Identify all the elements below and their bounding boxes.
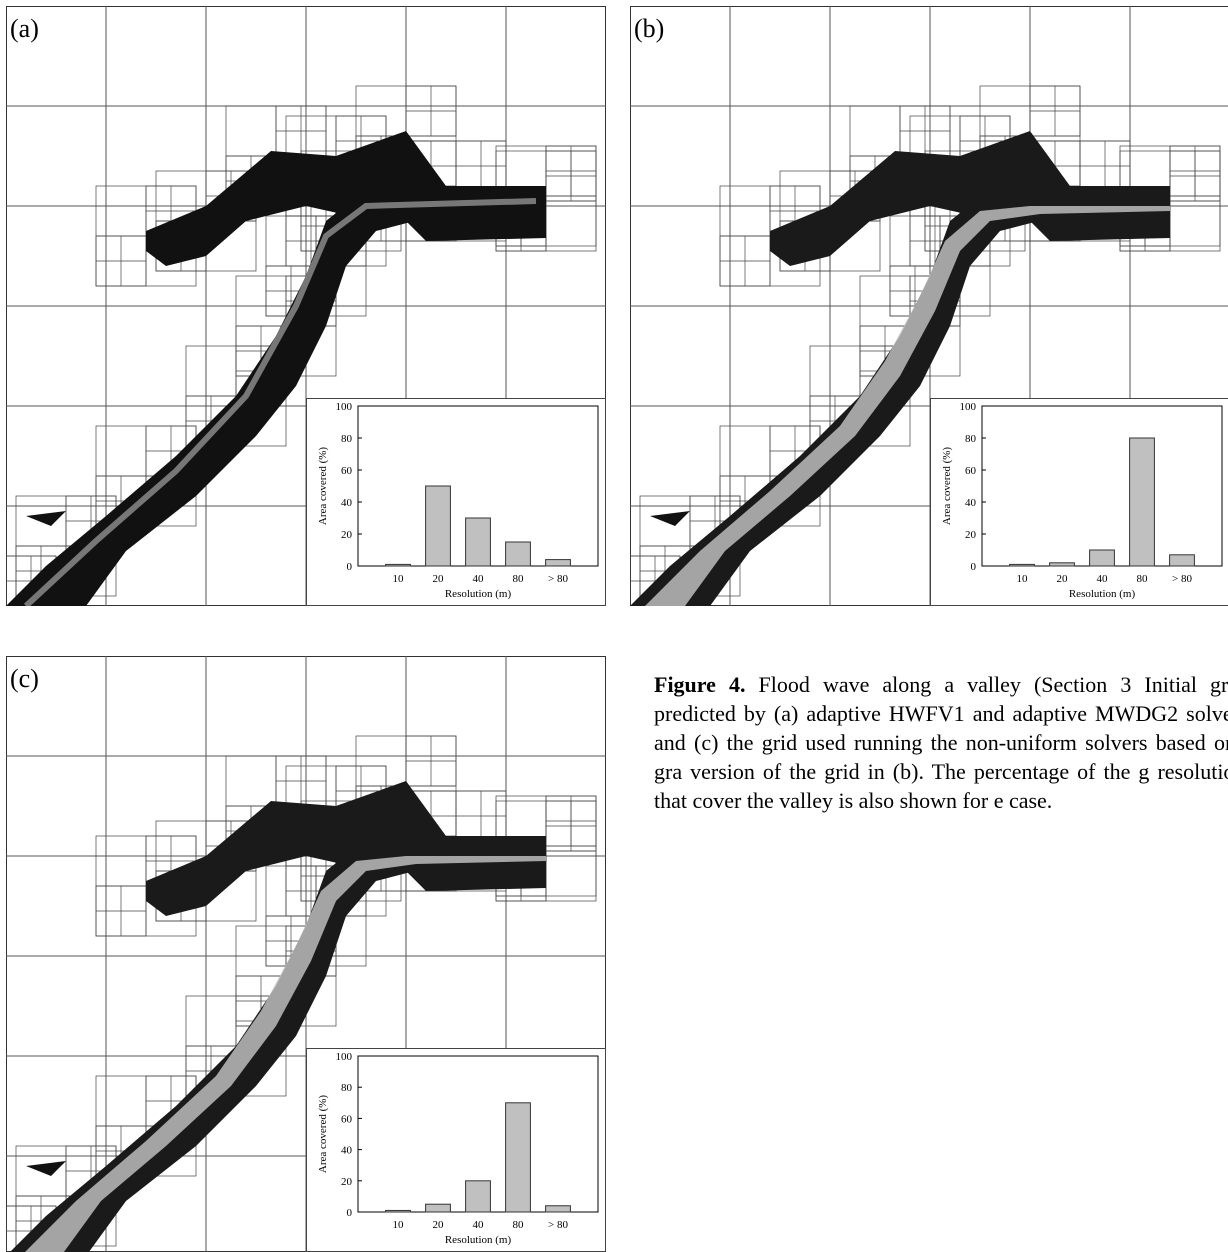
x-axis-label: Resolution (m) xyxy=(445,1234,512,1246)
y-tick-label: 0 xyxy=(971,561,977,573)
x-tick-label: 40 xyxy=(1097,573,1109,585)
bar xyxy=(1089,549,1115,567)
y-tick-label: 60 xyxy=(965,465,977,477)
y-axis-label: Area covered (%) xyxy=(317,447,329,526)
y-tick-label: 40 xyxy=(965,497,977,509)
bar xyxy=(545,559,571,567)
panel-label-b: (b) xyxy=(634,14,665,43)
y-tick-label: 60 xyxy=(341,465,353,477)
y-tick-label: 40 xyxy=(341,1145,353,1157)
x-tick-label: > 80 xyxy=(548,1219,568,1231)
y-tick-label: 100 xyxy=(960,401,977,413)
x-tick-label: 10 xyxy=(1017,573,1029,585)
figure-caption: Figure 4. Flood wave along a valley (Sec… xyxy=(654,670,1228,815)
bar xyxy=(385,1209,411,1213)
x-tick-label: 10 xyxy=(393,573,405,585)
x-tick-label: > 80 xyxy=(548,573,568,585)
y-tick-label: 60 xyxy=(341,1113,353,1125)
valley-shape xyxy=(630,131,1170,606)
x-tick-label: 10 xyxy=(393,1219,405,1231)
x-tick-label: 40 xyxy=(473,1219,485,1231)
x-tick-label: 20 xyxy=(433,1219,445,1231)
bar xyxy=(505,1102,531,1213)
bar xyxy=(1009,563,1035,567)
y-axis-label: Area covered (%) xyxy=(317,1095,329,1174)
bar xyxy=(385,563,411,567)
panel-a: (a) 0 20 40 60 80 100 10 20 40 80 > 80 Resolution (… xyxy=(6,6,606,606)
bar xyxy=(465,1180,491,1213)
y-tick-label: 40 xyxy=(341,497,353,509)
bar-chart-c: 0 20 40 60 80 100 10 20 40 80 > 80 Resolution (m) Ar… xyxy=(306,1048,606,1252)
bar xyxy=(505,541,531,567)
x-tick-label: > 80 xyxy=(1172,573,1192,585)
y-tick-label: 80 xyxy=(965,433,977,445)
valley-shape xyxy=(10,781,546,1252)
bar xyxy=(425,485,451,567)
panel-c: (c) 0 20 40 60 80 100 10 20 40 80 > 80 Resolution (… xyxy=(6,656,606,1252)
bar xyxy=(1169,554,1195,567)
y-tick-label: 20 xyxy=(965,529,977,541)
y-tick-label: 0 xyxy=(347,1207,353,1219)
y-axis-label: Area covered (%) xyxy=(941,447,953,526)
y-tick-label: 20 xyxy=(341,1176,353,1188)
y-tick-label: 20 xyxy=(341,529,353,541)
caption-title: Figure 4. xyxy=(654,672,746,697)
x-tick-label: 40 xyxy=(473,573,485,585)
x-axis-label: Resolution (m) xyxy=(1069,588,1136,600)
panel-label-a: (a) xyxy=(10,14,39,43)
x-axis-label: Resolution (m) xyxy=(445,588,512,600)
bar xyxy=(545,1205,571,1213)
bar-chart-a: 0 20 40 60 80 100 10 20 40 80 > 80 Resolution (m) Ar… xyxy=(306,398,606,606)
x-tick-label: 80 xyxy=(513,573,525,585)
valley-shape xyxy=(6,131,546,606)
bar xyxy=(1049,562,1075,567)
y-tick-label: 80 xyxy=(341,433,353,445)
caption-text: Flood wave along a valley (Section 3 Ini… xyxy=(654,672,1228,813)
y-tick-label: 0 xyxy=(347,561,353,573)
x-tick-label: 20 xyxy=(433,573,445,585)
x-tick-label: 80 xyxy=(513,1219,525,1231)
bar xyxy=(1129,437,1155,567)
bar xyxy=(465,517,491,567)
x-tick-label: 80 xyxy=(1137,573,1149,585)
panel-label-c: (c) xyxy=(10,664,39,693)
y-tick-label: 100 xyxy=(336,401,353,413)
y-tick-label: 80 xyxy=(341,1082,353,1094)
x-tick-label: 20 xyxy=(1057,573,1069,585)
bar-chart-b: 0 20 40 60 80 100 10 20 40 80 > 80 Resolution (m) Ar… xyxy=(930,398,1228,606)
bar xyxy=(425,1203,451,1213)
y-tick-label: 100 xyxy=(336,1051,353,1063)
panel-b: (b) 0 20 40 60 80 100 10 20 40 80 > 80 Resolution (… xyxy=(630,6,1228,606)
